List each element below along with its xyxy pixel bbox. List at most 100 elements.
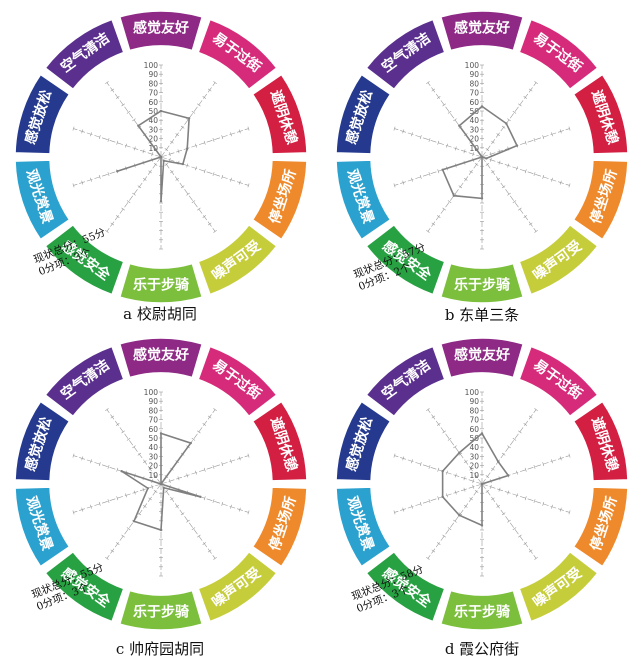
scale-tick-label: 60 — [148, 425, 158, 434]
data-point — [458, 451, 461, 454]
spoke-tick — [568, 183, 571, 188]
spoke-tick — [559, 507, 562, 512]
spoke-tick — [81, 507, 84, 512]
spoke-tick — [191, 527, 196, 531]
ring-segment — [251, 73, 308, 155]
scale-tick-label: 20 — [469, 135, 479, 144]
spoke-tick — [411, 177, 413, 182]
spoke-tick — [431, 88, 436, 92]
spoke-tick — [436, 542, 441, 545]
spoke-tick — [107, 464, 110, 469]
spoke-tick — [207, 415, 212, 419]
data-point — [480, 432, 484, 435]
spoke-tick — [132, 118, 136, 122]
spoke-tick — [528, 88, 533, 92]
spoke-tick — [426, 557, 430, 560]
scale-tick-label: 90 — [148, 397, 158, 406]
spoke-tick — [238, 456, 241, 461]
scale-tick-label: 50 — [148, 434, 158, 443]
spoke-tick — [411, 459, 413, 464]
data-point — [116, 170, 119, 173]
spoke-tick — [528, 549, 533, 553]
spoke-tick — [523, 423, 528, 426]
spoke-tick — [551, 177, 553, 182]
spoke-tick — [207, 88, 212, 92]
radar-panel-d: 感觉友好易于过街遮阴休憩停坐场所噪声可受乐于步骑感觉安全观光赏景感觉放松空气清洁… — [335, 337, 629, 631]
scale-tick-label: 60 — [148, 98, 158, 107]
spoke-tick — [110, 88, 115, 92]
spoke-tick — [221, 135, 224, 140]
spoke-tick — [170, 497, 174, 501]
spoke-tick — [197, 207, 201, 211]
spoke-tick — [115, 423, 120, 426]
spoke-tick — [168, 479, 171, 484]
spoke-tick — [559, 129, 562, 134]
ring-segment — [118, 589, 204, 631]
data-point — [189, 441, 192, 445]
spoke-tick — [98, 174, 101, 179]
ring-segment — [518, 223, 599, 296]
scale-tick-label: 70 — [148, 89, 158, 98]
spoke-tick — [238, 180, 241, 185]
data-point — [162, 486, 165, 489]
data-point — [480, 105, 484, 108]
spoke-tick — [393, 183, 396, 188]
spoke-tick — [142, 460, 147, 464]
spoke-tick — [137, 452, 142, 456]
spoke-tick — [402, 180, 405, 185]
ring-segment — [335, 486, 392, 568]
spoke-tick — [489, 157, 492, 162]
spoke-tick — [115, 215, 120, 218]
spoke-tick — [247, 126, 250, 131]
scale-tick-label: 50 — [469, 107, 479, 116]
spoke-tick — [202, 542, 207, 545]
spoke-tick — [533, 464, 536, 469]
spoke-tick — [81, 456, 84, 461]
spoke-tick — [247, 183, 250, 188]
spoke-tick — [447, 437, 452, 441]
panel-b-caption: b 东单三条 — [444, 306, 520, 324]
scale-tick-label: 50 — [469, 434, 479, 443]
spoke-tick — [472, 152, 475, 157]
ring-segment — [14, 400, 71, 482]
scale-tick-label: 40 — [469, 116, 479, 125]
category-label: 感觉友好 — [454, 20, 510, 37]
spoke-tick — [453, 445, 457, 449]
spoke-tick — [177, 149, 180, 154]
scale-tick-label: 40 — [148, 443, 158, 452]
spoke-tick — [507, 192, 511, 196]
scale-tick-label: 10 — [469, 471, 479, 480]
ring-segment — [365, 223, 446, 296]
ring-segment — [365, 345, 446, 418]
data-point — [159, 109, 163, 113]
radar-panel-a: 感觉友好易于过街遮阴休憩停坐场所噪声可受乐于步骑感觉安全观光赏景感觉放松空气清洁… — [14, 10, 308, 304]
spoke-tick — [72, 510, 75, 515]
spoke-tick — [518, 207, 522, 211]
spoke-tick — [485, 475, 490, 478]
spoke-tick — [474, 163, 479, 166]
spoke-tick — [164, 490, 169, 493]
ring-segment — [518, 550, 599, 623]
spoke-tick — [393, 510, 396, 515]
scale-tick-label: 20 — [148, 135, 158, 144]
data-point — [505, 122, 508, 125]
spoke-tick — [148, 170, 152, 174]
spoke-tick — [472, 479, 475, 484]
ring-segment — [197, 345, 278, 418]
spoke-tick — [419, 501, 422, 506]
spoke-tick — [454, 473, 457, 478]
spoke-tick — [90, 132, 92, 137]
spoke-tick — [195, 143, 197, 148]
spoke-tick — [446, 470, 448, 475]
spoke-tick — [203, 169, 206, 174]
scale-tick-label: 90 — [469, 70, 479, 79]
category-label: 乐于步骑 — [454, 604, 510, 621]
category-label: 乐于步骑 — [133, 277, 189, 294]
data-point — [181, 162, 185, 166]
spoke-tick — [221, 174, 224, 179]
spoke-tick — [132, 192, 136, 196]
spoke-tick — [512, 110, 517, 114]
spoke-tick — [203, 496, 206, 501]
data-point — [480, 482, 484, 486]
